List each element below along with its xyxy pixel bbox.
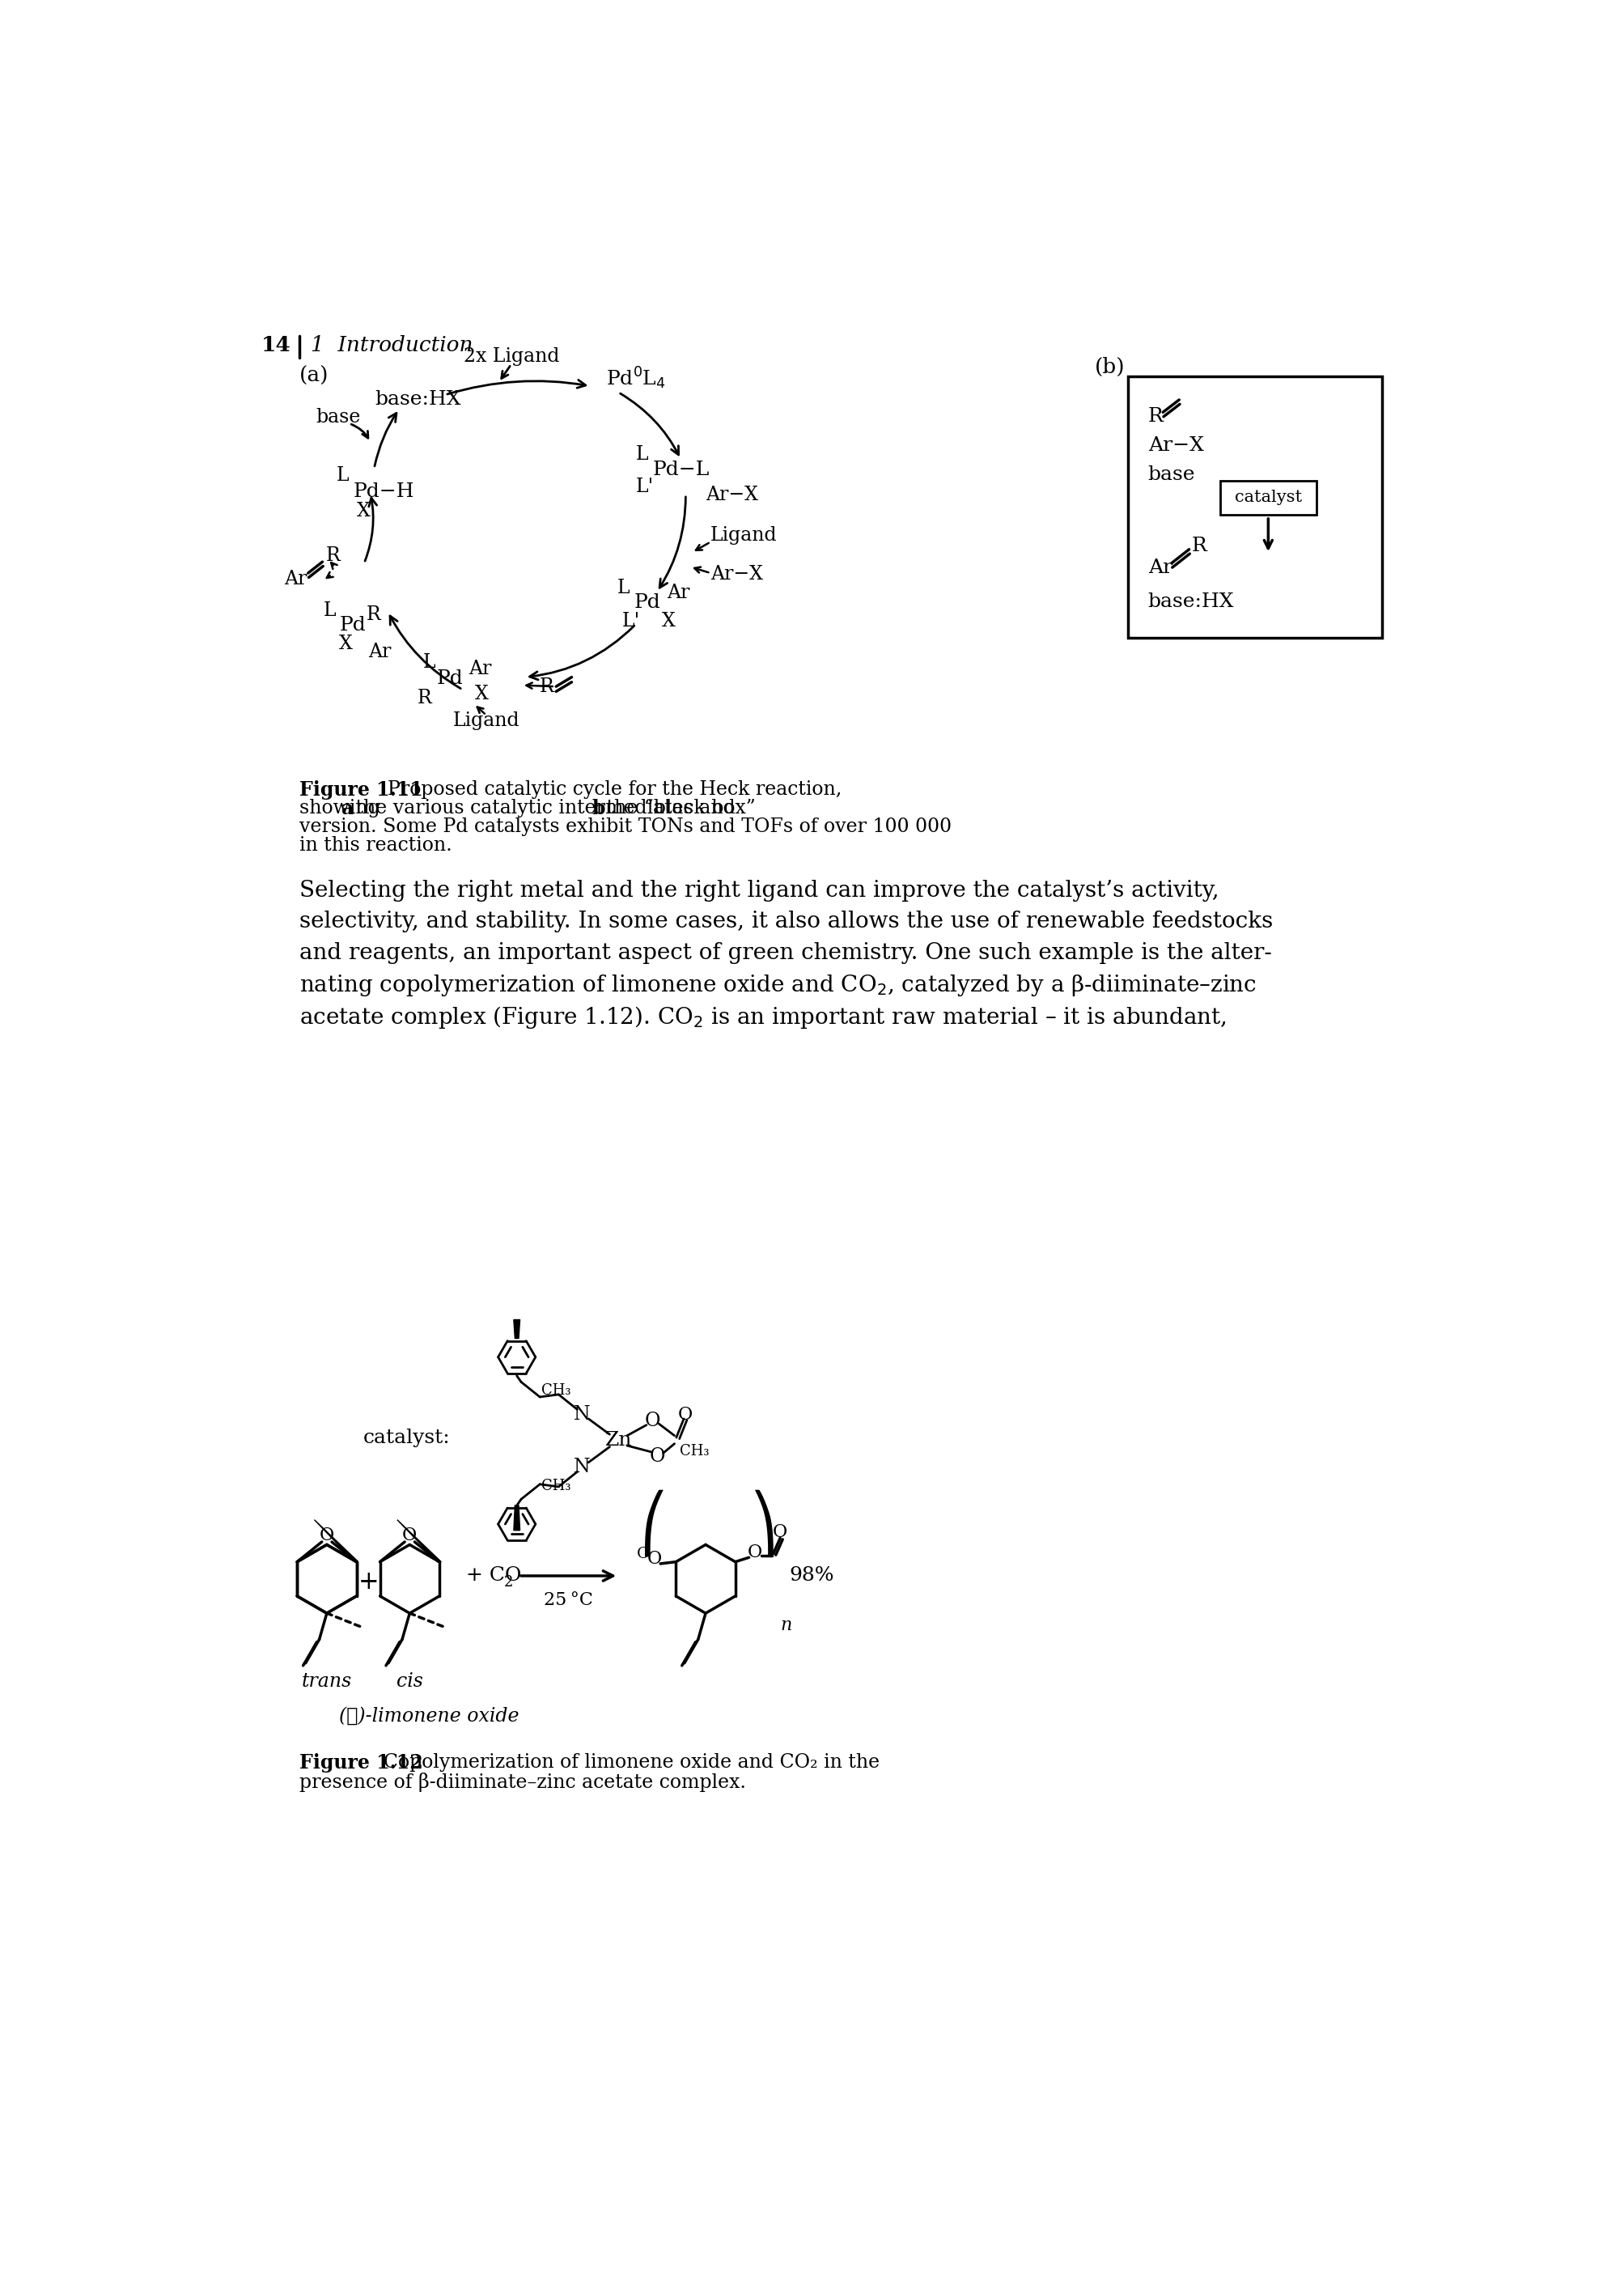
Text: 25 °C: 25 °C [544, 1591, 593, 1610]
Text: L: L [336, 465, 349, 486]
Bar [1220, 482, 1315, 516]
Polygon shape [313, 1520, 359, 1562]
Text: Ligand: Ligand [453, 711, 520, 729]
Text: Ar−X: Ar−X [705, 486, 758, 504]
Text: nating copolymerization of limonene oxide and CO$_2$, catalyzed by a β-diiminate: nating copolymerization of limonene oxid… [299, 972, 1255, 997]
Text: base: base [315, 408, 361, 426]
Text: Selecting the right metal and the right ligand can improve the catalyst’s activi: Selecting the right metal and the right … [299, 881, 1218, 901]
Text: Pd−L: Pd−L [653, 461, 710, 479]
Text: Pd−H: Pd−H [354, 484, 414, 502]
Text: X: X [661, 612, 676, 631]
Text: O: O [320, 1527, 335, 1545]
Text: Pd$^0$L$_4$: Pd$^0$L$_4$ [606, 365, 666, 390]
Text: R: R [1148, 408, 1163, 426]
Text: Copolymerization of limonene oxide and CO₂ in the: Copolymerization of limonene oxide and C… [374, 1754, 880, 1772]
Text: +: + [357, 1568, 378, 1594]
Text: Figure 1.11: Figure 1.11 [299, 780, 422, 800]
Text: O: O [747, 1543, 762, 1562]
Text: Ar−X: Ar−X [1148, 436, 1203, 456]
Text: O: O [677, 1406, 692, 1424]
Text: CH₃: CH₃ [679, 1445, 708, 1458]
Text: O: O [403, 1527, 417, 1545]
Text: L: L [323, 601, 336, 619]
Text: Pd: Pd [437, 670, 463, 688]
Text: O: O [645, 1412, 661, 1431]
Text: (ℛ)-limonene oxide: (ℛ)-limonene oxide [339, 1706, 520, 1724]
Text: R: R [1190, 537, 1207, 555]
Text: L: L [424, 654, 435, 672]
Bar [1127, 376, 1382, 637]
Text: Ar: Ar [469, 660, 492, 679]
Text: Ligand: Ligand [710, 527, 776, 546]
Text: Ar: Ar [1148, 559, 1173, 578]
Text: Figure 1.12: Figure 1.12 [299, 1754, 422, 1772]
Text: cis: cis [396, 1672, 422, 1690]
Text: CH₃: CH₃ [541, 1383, 570, 1399]
Text: in this reaction.: in this reaction. [299, 837, 451, 855]
Text: Ar: Ar [666, 585, 690, 603]
Text: Proposed catalytic cycle for the Heck reaction,: Proposed catalytic cycle for the Heck re… [375, 780, 841, 798]
Text: catalyst: catalyst [1234, 491, 1301, 504]
Text: Zn: Zn [604, 1431, 632, 1449]
Text: L: L [617, 578, 630, 598]
Text: 98%: 98% [789, 1566, 833, 1584]
Text: L: L [635, 445, 648, 463]
Text: n: n [780, 1617, 791, 1635]
Text: O: O [773, 1523, 788, 1541]
Text: X: X [339, 635, 352, 654]
Text: trans: trans [302, 1672, 352, 1690]
Text: and reagents, an important aspect of green chemistry. One such example is the al: and reagents, an important aspect of gre… [299, 942, 1272, 963]
Text: presence of β-diiminate–zinc acetate complex.: presence of β-diiminate–zinc acetate com… [299, 1772, 745, 1791]
Text: O: O [646, 1550, 661, 1568]
Text: X: X [474, 686, 489, 704]
Text: the various catalytic intermediates and: the various catalytic intermediates and [349, 798, 741, 816]
Text: b: b [591, 798, 606, 819]
Text: R: R [365, 605, 380, 624]
Polygon shape [513, 1507, 520, 1529]
Text: Pd: Pd [633, 594, 659, 612]
Text: selectivity, and stability. In some cases, it also allows the use of renewable f: selectivity, and stability. In some case… [299, 910, 1272, 933]
Text: base: base [1148, 465, 1195, 484]
Text: + CO: + CO [466, 1566, 521, 1584]
Text: Ar−X: Ar−X [710, 564, 763, 585]
Text: base:HX: base:HX [1148, 592, 1234, 610]
Text: showing: showing [299, 798, 387, 816]
Text: ⎞: ⎞ [749, 1490, 778, 1557]
Text: the “black box”: the “black box” [599, 798, 755, 816]
Text: ⎛: ⎛ [640, 1490, 667, 1557]
Text: 2: 2 [503, 1575, 513, 1589]
Text: (a): (a) [299, 367, 328, 385]
Text: Ar: Ar [367, 642, 391, 660]
Text: 14: 14 [260, 335, 291, 355]
Text: Pd: Pd [339, 617, 365, 635]
Text: L': L' [622, 612, 640, 631]
Text: 1  Introduction: 1 Introduction [310, 335, 473, 355]
Text: version. Some Pd catalysts exhibit TONs and TOFs of over 100 000: version. Some Pd catalysts exhibit TONs … [299, 816, 952, 837]
Text: N: N [573, 1458, 590, 1477]
Text: X: X [357, 502, 370, 521]
Text: base:HX: base:HX [375, 390, 461, 408]
Text: a: a [341, 798, 354, 819]
Text: 2x Ligand: 2x Ligand [463, 346, 559, 365]
Text: R: R [417, 688, 432, 706]
Text: acetate complex (Figure 1.12). CO$_2$ is an important raw material – it is abund: acetate complex (Figure 1.12). CO$_2$ is… [299, 1004, 1226, 1030]
Text: (b): (b) [1095, 358, 1124, 376]
Text: N: N [573, 1406, 590, 1424]
Text: catalyst:: catalyst: [362, 1429, 450, 1447]
Polygon shape [396, 1520, 442, 1562]
Text: O: O [637, 1545, 650, 1562]
Text: CH₃: CH₃ [541, 1479, 570, 1493]
Text: O: O [650, 1447, 664, 1465]
Text: Ar: Ar [284, 571, 307, 589]
Text: R: R [539, 676, 554, 695]
Text: L': L' [635, 477, 653, 495]
Polygon shape [513, 1321, 520, 1339]
Text: R: R [325, 546, 339, 564]
